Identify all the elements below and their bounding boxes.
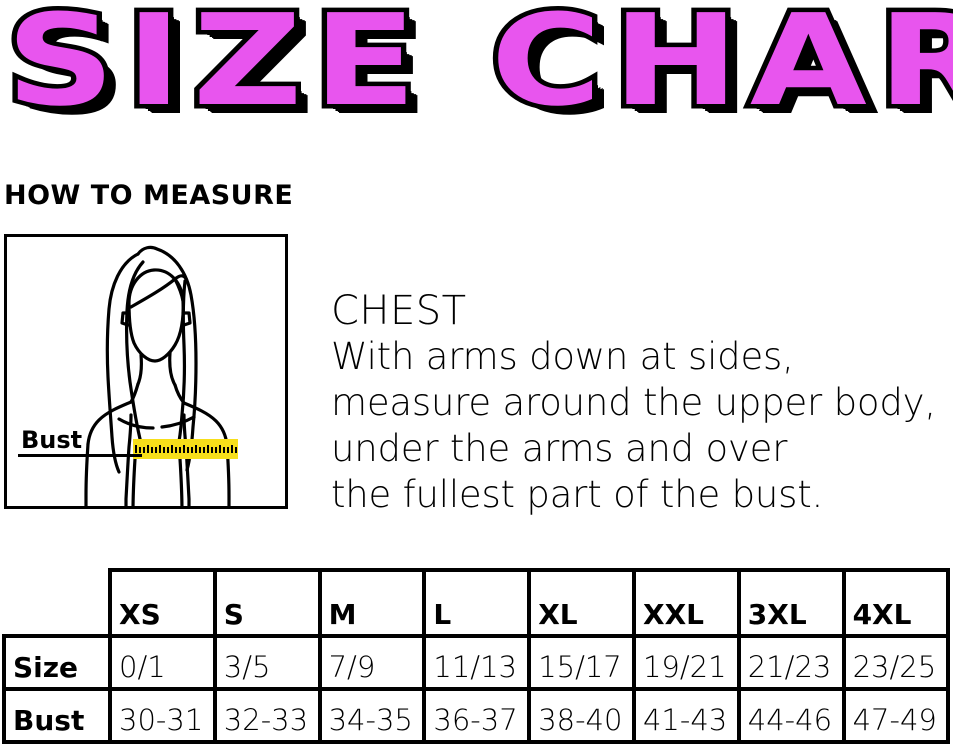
chest-text-line-1: With arms down at sides,	[331, 335, 794, 378]
cell-size-xxl: 19/21	[631, 634, 741, 691]
cell-bust-xs: 30-31	[108, 687, 217, 744]
measurement-illustration: Bust	[4, 234, 288, 509]
column-header-4xl: 4XL	[841, 568, 951, 638]
tape-ticks	[135, 445, 237, 453]
cell-size-xl: 15/17	[527, 634, 636, 691]
bust-label: Bust	[21, 426, 83, 454]
column-header-s: S	[212, 568, 322, 638]
row-label-bust: Bust	[2, 687, 112, 744]
chest-heading: CHEST	[331, 288, 467, 334]
cell-size-xs: 0/1	[108, 634, 217, 691]
column-header-3xl: 3XL	[736, 568, 846, 638]
table-header-row: XS S M L XL XXL 3XL 4XL	[4, 568, 951, 638]
chest-description: CHEST With arms down at sides, measure a…	[331, 288, 946, 518]
cell-bust-l: 36-37	[422, 687, 532, 744]
cell-bust-m: 34-35	[317, 687, 427, 744]
cell-bust-3xl: 44-46	[736, 687, 846, 744]
cell-size-3xl: 21/23	[736, 634, 846, 691]
chest-text-line-4: the fullest part of the bust.	[331, 473, 824, 516]
female-torso-line-drawing-icon	[84, 245, 231, 506]
cell-size-m: 7/9	[317, 634, 427, 691]
column-header-l: L	[422, 568, 532, 638]
table-row-bust: Bust 30-31 32-33 34-35 36-37 38-40 41-43…	[2, 687, 951, 744]
cell-bust-xxl: 41-43	[631, 687, 741, 744]
cell-bust-s: 32-33	[212, 687, 322, 744]
how-to-measure-heading: HOW TO MEASURE	[4, 180, 294, 211]
table-row-size: Size 0/1 3/5 7/9 11/13 15/17 19/21 21/23…	[2, 634, 951, 691]
column-header-xs: XS	[108, 568, 217, 638]
chest-text-line-3: under the arms and over	[331, 427, 788, 470]
size-table-container: XS S M L XL XXL 3XL 4XL Size 0/1 3/5 7/9…	[2, 568, 951, 744]
chest-text-line-2: measure around the upper body,	[331, 381, 936, 424]
cell-bust-4xl: 47-49	[841, 687, 951, 744]
cell-size-s: 3/5	[212, 634, 322, 691]
size-table: XS S M L XL XXL 3XL 4XL Size 0/1 3/5 7/9…	[2, 568, 951, 744]
column-header-m: M	[317, 568, 427, 638]
column-header-xxl: XXL	[631, 568, 741, 638]
row-label-size: Size	[2, 634, 112, 691]
column-header-xl: XL	[527, 568, 636, 638]
page-title: SIZE CHART	[1, 0, 953, 139]
bust-leader-line	[18, 454, 142, 457]
measuring-tape-icon	[133, 439, 238, 459]
title-banner: SIZE CHART	[0, 0, 953, 150]
cell-size-4xl: 23/25	[841, 634, 951, 691]
cell-size-l: 11/13	[422, 634, 532, 691]
cell-bust-xl: 38-40	[527, 687, 636, 744]
table-corner-blank	[4, 570, 110, 636]
